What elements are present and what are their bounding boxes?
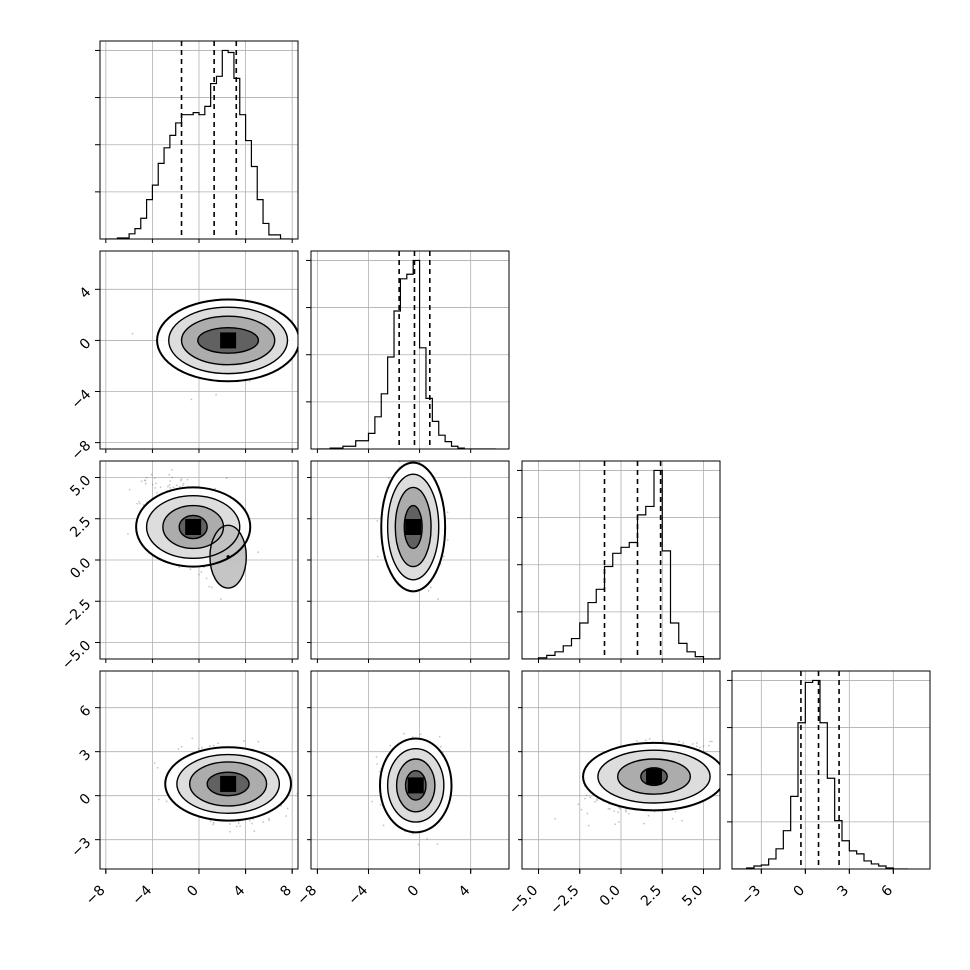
x-tick-label: 0 [791, 883, 809, 901]
density-panel-2-3 [310, 460, 510, 660]
density-contour [197, 326, 260, 354]
density-contour [403, 504, 423, 550]
x-tick-label: 0 [184, 883, 202, 901]
x-tick-label: −3 [738, 883, 764, 909]
y-tick-label: −5.0 [59, 638, 94, 673]
density-panel-3-4 [521, 670, 721, 870]
x-tick-label: 0 [405, 883, 423, 901]
density-peak [185, 519, 202, 535]
density-peak [407, 777, 424, 794]
density-panel-2-4 [310, 670, 510, 870]
density-contour [178, 514, 208, 540]
histogram-panel-2 [306, 250, 510, 450]
density-peak [646, 768, 662, 785]
density-contour [386, 748, 445, 823]
x-tick-label: −8 [294, 883, 320, 909]
density-contour [395, 758, 436, 813]
y-tick-label: −2.5 [59, 596, 94, 631]
density-contour [404, 770, 427, 801]
histogram-step [522, 469, 720, 659]
y-tick-label: 5.0 [67, 473, 94, 500]
density-contour [378, 737, 453, 834]
density-panel-1-2 [99, 250, 299, 450]
density-contour [162, 504, 225, 550]
x-tick-label: −8 [83, 883, 109, 909]
histogram-step [732, 679, 908, 869]
density-peak [220, 775, 237, 792]
density-peak [405, 519, 422, 535]
density-contour [164, 746, 293, 822]
panel-frame [310, 670, 510, 870]
histogram-panel-4 [727, 670, 931, 870]
x-tick-label: 6 [879, 882, 897, 900]
x-tick-label: 3 [835, 883, 853, 901]
density-contour [617, 758, 692, 795]
x-tick-label: −2.5 [547, 883, 582, 918]
histogram-panel-1 [95, 40, 299, 240]
x-tick-label: 8 [277, 883, 295, 901]
density-contour [176, 753, 281, 814]
density-contour [394, 486, 432, 568]
density-contour [597, 749, 711, 804]
density-contour [135, 486, 252, 568]
density-panel-1-4 [99, 670, 299, 870]
x-tick-label: −4 [129, 882, 155, 908]
x-tick-label: −4 [345, 882, 371, 908]
x-tick-label: 4 [456, 882, 474, 900]
y-tick-label: 0 [77, 791, 95, 809]
density-contour [386, 473, 440, 581]
histogram-step [105, 49, 293, 239]
y-tick-label: 0.0 [67, 555, 94, 582]
density-peak [220, 332, 237, 349]
density-contour [582, 741, 720, 812]
x-tick-label: 4 [231, 882, 249, 900]
panel-frame [310, 250, 510, 450]
y-tick-label: 3 [77, 747, 95, 765]
density-panel-1-3 [99, 460, 299, 660]
y-tick-label: 4 [77, 284, 95, 302]
density-contour [156, 298, 298, 383]
y-tick-label: 2.5 [67, 514, 94, 541]
histogram-panel-3 [517, 460, 721, 660]
x-tick-label: 0.0 [597, 883, 624, 910]
density-contour [206, 771, 250, 797]
y-tick-label: −3 [68, 835, 94, 861]
density-contour [168, 306, 289, 375]
y-tick-label: −8 [68, 438, 94, 464]
x-tick-label: −5.0 [506, 883, 541, 918]
x-tick-label: 5.0 [679, 883, 706, 910]
density-contour [380, 461, 447, 593]
y-tick-label: −4 [68, 387, 94, 413]
histogram-step [317, 259, 497, 449]
panel-frame [731, 670, 931, 870]
density-contour [640, 767, 668, 787]
y-tick-label: 0 [77, 335, 95, 353]
y-tick-label: 6 [77, 703, 95, 721]
density-contour [188, 761, 268, 807]
density-contour [145, 494, 241, 560]
density-contour [180, 315, 276, 366]
x-tick-label: 2.5 [638, 883, 665, 910]
